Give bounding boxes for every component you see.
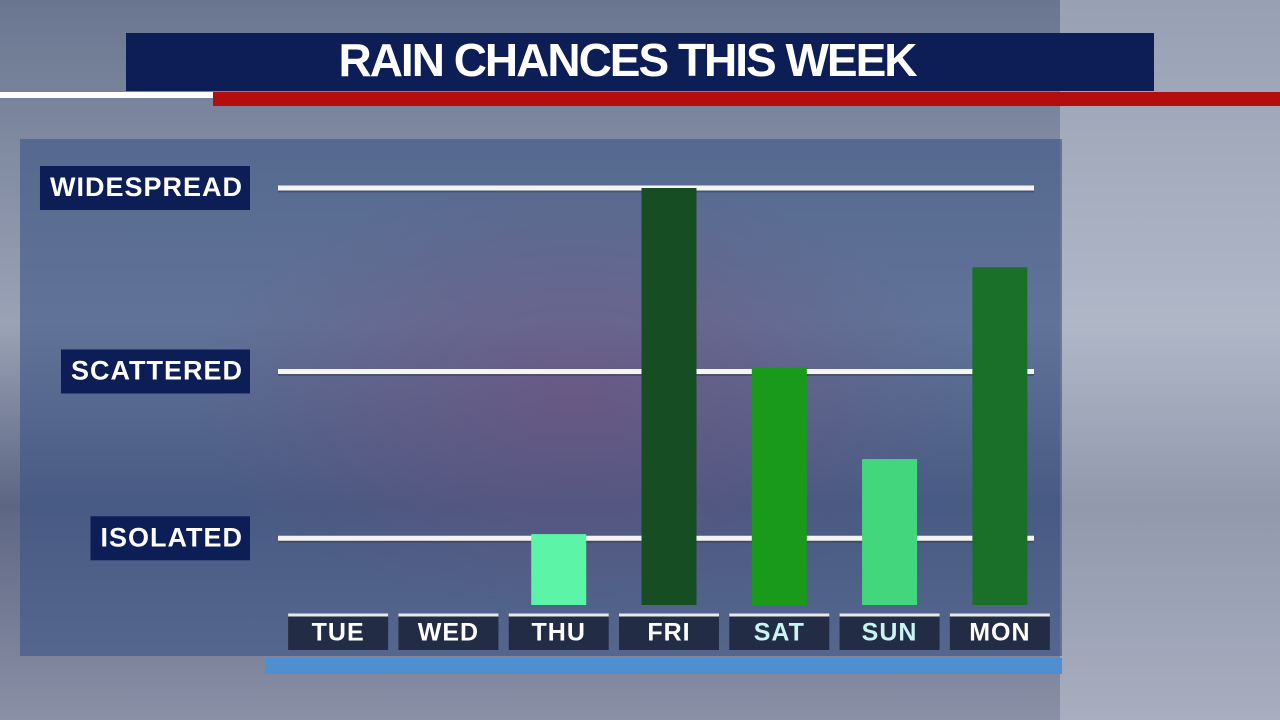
x-tick-label: TUE bbox=[312, 619, 365, 647]
x-tick-label: WED bbox=[418, 619, 479, 647]
y-tick-label: WIDESPREAD bbox=[50, 172, 243, 202]
bar bbox=[972, 267, 1028, 605]
x-tick-box bbox=[839, 614, 940, 650]
x-tick-box bbox=[949, 614, 1050, 650]
x-tick-label: SUN bbox=[862, 619, 918, 647]
x-tick-label: THU bbox=[532, 619, 586, 647]
x-tick-label: SAT bbox=[754, 619, 805, 647]
accent-red bbox=[213, 92, 1280, 106]
y-tick-label: SCATTERED bbox=[71, 356, 243, 386]
plot: ISOLATED SCATTERED WIDESPREAD TUE WED THU FRI S… bbox=[39, 166, 1050, 650]
title-bar bbox=[126, 33, 1154, 91]
x-tick-box bbox=[619, 614, 719, 650]
bar bbox=[641, 188, 697, 605]
y-tick-box bbox=[39, 166, 250, 210]
y-tick-box bbox=[90, 516, 250, 561]
bar bbox=[862, 459, 918, 605]
panel-footer bbox=[265, 658, 1062, 674]
y-tick-box bbox=[60, 349, 250, 394]
x-tick-box bbox=[729, 614, 830, 650]
accent-white bbox=[0, 92, 213, 98]
x-tick-box bbox=[288, 614, 389, 650]
x-tick-label: MON bbox=[969, 619, 1030, 647]
x-tick-label: FRI bbox=[647, 619, 690, 647]
bar bbox=[531, 534, 587, 605]
y-tick-label: ISOLATED bbox=[101, 522, 244, 552]
x-tick-box bbox=[508, 614, 609, 650]
bar bbox=[751, 367, 807, 605]
chart-title: RAIN CHANCES THIS WEEK bbox=[338, 34, 917, 86]
x-tick-box bbox=[398, 614, 499, 650]
